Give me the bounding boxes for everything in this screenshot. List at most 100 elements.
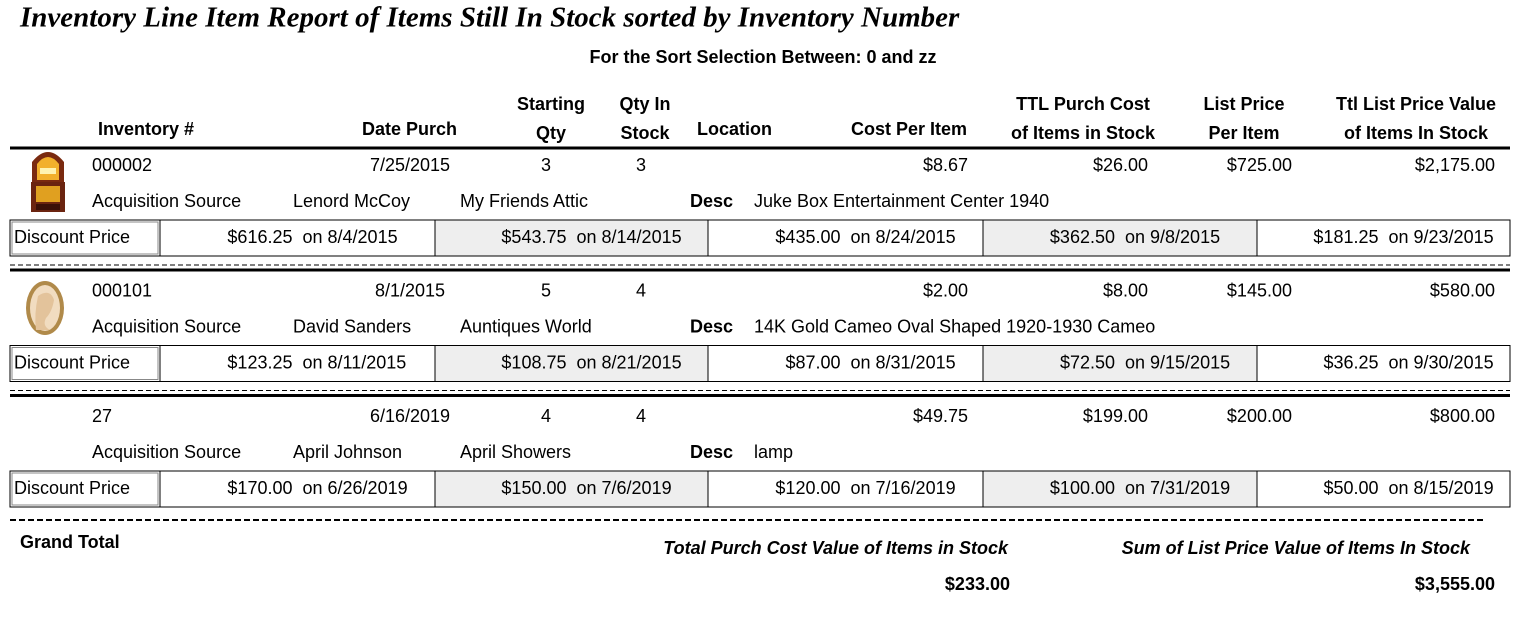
cell: $145.00 [1227, 280, 1292, 300]
cell: 6/16/2019 [370, 406, 450, 426]
discount-label: Discount Price [14, 352, 130, 372]
discount-label-box [9, 470, 161, 508]
discount-price: $616.25 [227, 227, 292, 247]
discount-price: $108.75 [501, 352, 566, 372]
cell: $725.00 [1227, 155, 1292, 175]
cell: 4 [541, 406, 551, 426]
discount-label: Discount Price [14, 227, 130, 247]
discount-price: $123.25 [227, 352, 292, 372]
discount-date: on 7/6/2019 [577, 478, 672, 498]
discount-price: $181.25 [1313, 227, 1378, 247]
purch-total-value: $233.00 [945, 574, 1010, 594]
source-place: Auntiques World [460, 316, 592, 336]
column-header: Ttl List Price Value [1336, 94, 1496, 114]
desc-label: Desc [690, 316, 733, 336]
discount-box [1256, 345, 1511, 382]
column-header: Starting [517, 94, 585, 114]
discount-date: on 8/31/2015 [851, 352, 956, 372]
source-name: David Sanders [293, 316, 411, 336]
cell: 000002 [92, 155, 152, 175]
column-header: TTL Purch Cost [1016, 94, 1150, 114]
discount-label: Discount Price [14, 478, 130, 498]
cell: 4 [636, 406, 646, 426]
discount-box [1256, 219, 1511, 257]
list-total-label: Sum of List Price Value of Items In Stoc… [1122, 538, 1471, 558]
cell: $800.00 [1430, 406, 1495, 426]
discount-date: on 8/21/2015 [577, 352, 682, 372]
discount-box [707, 470, 984, 508]
discount-date: on 6/26/2019 [303, 478, 408, 498]
column-header: Date Purch [362, 119, 457, 139]
cameo-image [26, 281, 64, 335]
cell: $200.00 [1227, 406, 1292, 426]
discount-price: $362.50 [1050, 227, 1115, 247]
desc: lamp [754, 442, 793, 462]
discount-label-inner [11, 221, 159, 255]
cell: $2,175.00 [1415, 155, 1495, 175]
column-header: Qty [536, 123, 566, 143]
cell: $199.00 [1083, 406, 1148, 426]
cell: $26.00 [1093, 155, 1148, 175]
jukebox-image [31, 152, 65, 212]
desc: Juke Box Entertainment Center 1940 [754, 191, 1049, 211]
discount-price: $543.75 [501, 227, 566, 247]
source-place: April Showers [460, 442, 571, 462]
discount-box [982, 345, 1258, 382]
discount-box [707, 345, 984, 382]
discount-date: on 8/4/2015 [303, 227, 398, 247]
column-header: Location [697, 119, 772, 139]
report-subtitle: For the Sort Selection Between: 0 and zz [589, 47, 936, 67]
column-header: Cost Per Item [851, 119, 967, 139]
discount-date: on 9/23/2015 [1389, 227, 1494, 247]
cell: $580.00 [1430, 280, 1495, 300]
cell: 27 [92, 406, 112, 426]
discount-box [434, 470, 709, 508]
discount-date: on 8/24/2015 [851, 227, 956, 247]
desc-label: Desc [690, 191, 733, 211]
discount-label-inner [11, 472, 159, 506]
discount-box [1256, 470, 1511, 508]
column-header: Inventory # [98, 119, 194, 139]
discount-label-box [9, 345, 161, 382]
acquisition-label: Acquisition Source [92, 442, 241, 462]
discount-box [159, 470, 436, 508]
discount-box [982, 470, 1258, 508]
discount-date: on 8/11/2015 [303, 352, 407, 372]
discount-date: on 8/14/2015 [577, 227, 682, 247]
discount-price: $435.00 [775, 227, 840, 247]
discount-box [707, 219, 984, 257]
source-place: My Friends Attic [460, 191, 588, 211]
discount-price: $170.00 [227, 478, 292, 498]
column-header: of Items in Stock [1011, 123, 1156, 143]
purch-total-label: Total Purch Cost Value of Items in Stock [663, 538, 1009, 558]
discount-box [982, 219, 1258, 257]
acquisition-label: Acquisition Source [92, 316, 241, 336]
discount-date: on 9/15/2015 [1125, 352, 1230, 372]
discount-box [159, 345, 436, 382]
discount-date: on 9/30/2015 [1389, 352, 1494, 372]
discount-date: on 9/8/2015 [1125, 227, 1220, 247]
cell: 7/25/2015 [370, 155, 450, 175]
discount-date: on 8/15/2019 [1389, 478, 1494, 498]
desc-label: Desc [690, 442, 733, 462]
cell: 000101 [92, 280, 152, 300]
column-header: Per Item [1208, 123, 1279, 143]
discount-price: $36.25 [1323, 352, 1378, 372]
source-name: April Johnson [293, 442, 402, 462]
discount-label-inner [11, 347, 159, 380]
cell: 3 [636, 155, 646, 175]
cell: 4 [636, 280, 646, 300]
column-header: Stock [620, 123, 670, 143]
discount-date: on 7/31/2019 [1125, 478, 1230, 498]
acquisition-label: Acquisition Source [92, 191, 241, 211]
cell: $8.67 [923, 155, 968, 175]
column-header: of Items In Stock [1344, 123, 1489, 143]
column-header: Qty In [619, 94, 670, 114]
discount-price: $50.00 [1323, 478, 1378, 498]
grand-total-label: Grand Total [20, 532, 120, 552]
source-name: Lenord McCoy [293, 191, 410, 211]
discount-box [159, 219, 436, 257]
cell: 3 [541, 155, 551, 175]
desc: 14K Gold Cameo Oval Shaped 1920-1930 Cam… [754, 316, 1155, 336]
